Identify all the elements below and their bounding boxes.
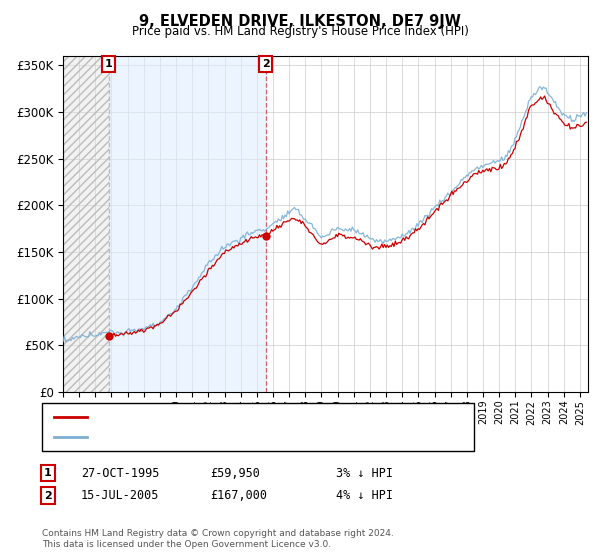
Text: 15-JUL-2005: 15-JUL-2005 <box>81 489 160 502</box>
Text: 9, ELVEDEN DRIVE, ILKESTON, DE7 9JW: 9, ELVEDEN DRIVE, ILKESTON, DE7 9JW <box>139 14 461 29</box>
Text: £167,000: £167,000 <box>210 489 267 502</box>
Text: 1: 1 <box>44 468 52 478</box>
Text: £59,950: £59,950 <box>210 466 260 480</box>
Text: HPI: Average price, detached house, Erewash: HPI: Average price, detached house, Erew… <box>94 432 348 442</box>
Text: 3% ↓ HPI: 3% ↓ HPI <box>336 466 393 480</box>
Text: 2: 2 <box>262 59 269 69</box>
Text: 1: 1 <box>104 59 112 69</box>
Text: 4% ↓ HPI: 4% ↓ HPI <box>336 489 393 502</box>
Text: Price paid vs. HM Land Registry's House Price Index (HPI): Price paid vs. HM Land Registry's House … <box>131 25 469 38</box>
Text: 9, ELVEDEN DRIVE, ILKESTON, DE7 9JW (detached house): 9, ELVEDEN DRIVE, ILKESTON, DE7 9JW (det… <box>94 412 415 422</box>
Bar <box>63 56 109 392</box>
Bar <box>109 56 266 392</box>
Bar <box>63 56 109 392</box>
Text: Contains HM Land Registry data © Crown copyright and database right 2024.
This d: Contains HM Land Registry data © Crown c… <box>42 529 394 549</box>
Text: 2: 2 <box>44 491 52 501</box>
Text: 27-OCT-1995: 27-OCT-1995 <box>81 466 160 480</box>
